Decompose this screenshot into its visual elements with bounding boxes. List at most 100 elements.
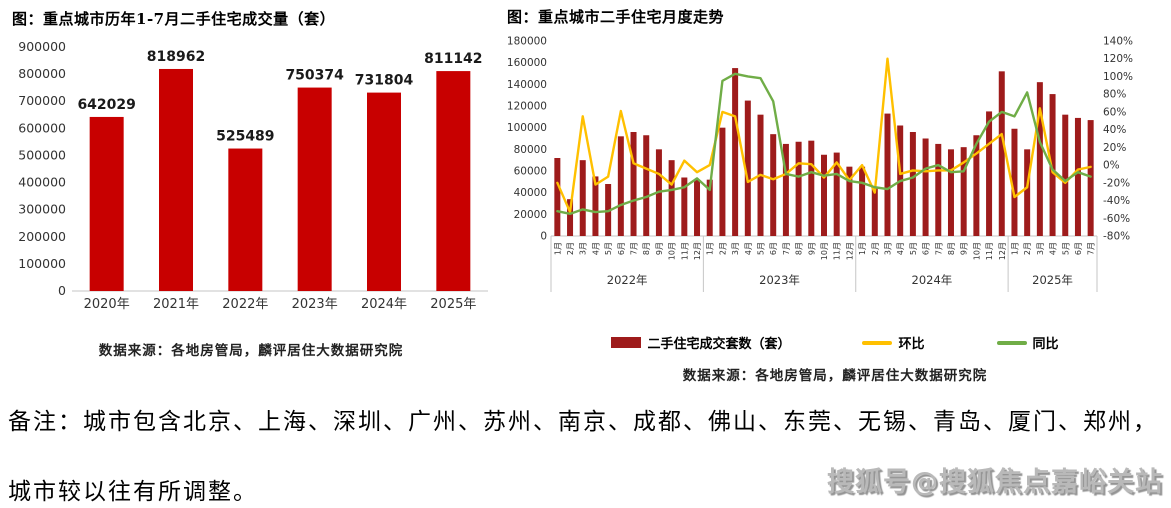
year-group-label: 2023年 [759,273,800,287]
year-group-label: 2025年 [1032,273,1073,287]
annual-volume-chart-block: 图：重点城市历年1-7月二手住宅成交量（套） 0 100000 200000 3000… [10,6,492,359]
month-bar [668,160,675,236]
month-tick-label: 1月 [1010,242,1019,255]
month-tick-label: 6月 [922,242,931,255]
right-axis-tick-label: 120% [1103,53,1133,65]
y-axis-tick-label: 700000 [18,93,66,108]
right-axis-tick-label: 60% [1103,106,1126,118]
month-bar [947,149,954,236]
month-tick-label: 7月 [782,242,791,255]
month-tick-label: 4月 [896,242,905,255]
monthly-trend-combo-chart: 0 20000 40000 60000 80000 100000 120000 140000 1… [505,31,1165,301]
month-bar [1062,114,1069,236]
month-bar [719,127,726,236]
monthly-trend-chart-title: 图：重点城市二手住宅月度走势 [507,8,725,26]
x-axis-category-label: 2024年 [361,297,407,312]
month-bar [960,147,967,236]
month-tick-label: 8月 [795,242,804,255]
month-bar [643,135,650,236]
month-tick-label: 6月 [769,242,778,255]
month-bar [909,132,916,236]
legend-label-mom: 环比 [898,337,925,352]
x-axis-category-label: 2025年 [430,297,476,312]
y-axis-tick-label: 100000 [18,256,66,271]
bar-value-label: 642029 [77,97,135,113]
month-tick-label: 12月 [998,242,1007,260]
left-axis-tick-label: 80000 [514,144,547,156]
month-tick-label: 10月 [668,242,677,260]
month-bar [821,154,827,236]
y-axis-tick-label: 500000 [18,147,66,162]
y-axis-tick-label: 300000 [18,202,66,217]
month-bar [1049,94,1056,236]
annual-volume-source: 数据来源：各地房管局，麟评居住大数据研究院 [98,343,404,359]
month-tick-label: 10月 [820,242,829,260]
x-axis-category-label: 2022年 [222,297,268,312]
left-axis-tick-label: 180000 [507,36,547,48]
month-bar [592,176,599,236]
legend-item-yoy: 同比 [996,333,1059,352]
y-axis-tick-label: 800000 [18,66,66,81]
month-bar [554,158,561,236]
bar-value-label: 811142 [424,51,482,67]
legend-bar-swatch [611,337,642,348]
left-axis-tick-label: 20000 [514,209,547,221]
month-bar [1011,128,1018,236]
month-tick-label: 12月 [845,242,854,260]
watermark-text: 搜狐号@搜狐焦点嘉峪关站 [827,467,1163,498]
month-tick-label: 5月 [909,242,918,255]
month-tick-label: 12月 [693,242,702,260]
month-tick-label: 3月 [883,242,892,255]
month-bar [846,166,853,236]
y-axis-tick-label: 900000 [18,39,66,54]
right-axis-tick-label: 140% [1103,36,1133,48]
month-tick-label: 6月 [617,242,626,255]
y-axis-tick-label: 200000 [18,229,66,244]
right-axis-tick-label: 40% [1103,124,1126,136]
month-bar [567,199,574,236]
monthly-trend-source: 数据来源：各地房管局，麟评居住大数据研究院 [682,368,988,384]
legend-mom-line-swatch [862,340,893,345]
bar-value-label: 750374 [285,68,344,84]
month-tick-label: 3月 [579,242,588,255]
month-tick-label: 4月 [591,242,600,255]
legend-yoy-line-swatch [996,340,1027,345]
right-axis-tick-label: -20% [1103,177,1130,189]
bar-2024年 [367,92,401,291]
month-bar [1024,149,1031,236]
month-tick-label: 5月 [604,242,613,255]
month-bar [579,160,586,236]
left-axis-tick-label: 100000 [507,122,547,134]
right-axis-tick-label: 0% [1103,160,1120,172]
month-bar [694,179,701,236]
month-bar [998,71,1005,236]
month-bar [808,140,815,236]
x-axis-category-label: 2021年 [153,297,199,312]
month-bar [617,136,624,236]
month-tick-label: 5月 [1061,242,1070,255]
left-axis-tick-label: 140000 [507,79,547,91]
legend-item-volume: 二手住宅成交套数（套） [611,333,790,352]
month-bar [871,188,878,236]
month-tick-label: 2月 [871,242,880,255]
month-tick-label: 9月 [807,242,816,255]
legend-label-yoy: 同比 [1032,337,1059,352]
right-axis-tick-label: 100% [1103,71,1133,83]
month-tick-label: 4月 [1049,242,1058,255]
month-bar [1074,117,1081,236]
month-bar [1036,82,1043,236]
left-axis-tick-label: 0 [540,231,547,243]
bar-value-label: 731804 [355,73,414,89]
y-axis-tick-label: 600000 [18,120,66,135]
y-axis-tick-label: 0 [58,283,66,298]
month-tick-label: 7月 [630,242,639,255]
monthly-trend-chart-block: 图：重点城市二手住宅月度走势 0 20000 40000 60000 80000 1000… [505,4,1165,384]
right-axis-tick-label: -60% [1103,213,1130,225]
monthly-chart-legend: 二手住宅成交套数（套） 环比 同比 [505,333,1165,352]
right-axis-tick-label: -40% [1103,195,1130,207]
x-axis-category-label: 2020年 [84,297,130,312]
month-bar [973,135,980,236]
footnote: 备注：城市包含北京、上海、深圳、广州、苏州、南京、成都、佛山、东莞、无锡、青岛、… [8,402,1168,506]
month-tick-label: 4月 [744,242,753,255]
month-tick-label: 2月 [1023,242,1032,255]
